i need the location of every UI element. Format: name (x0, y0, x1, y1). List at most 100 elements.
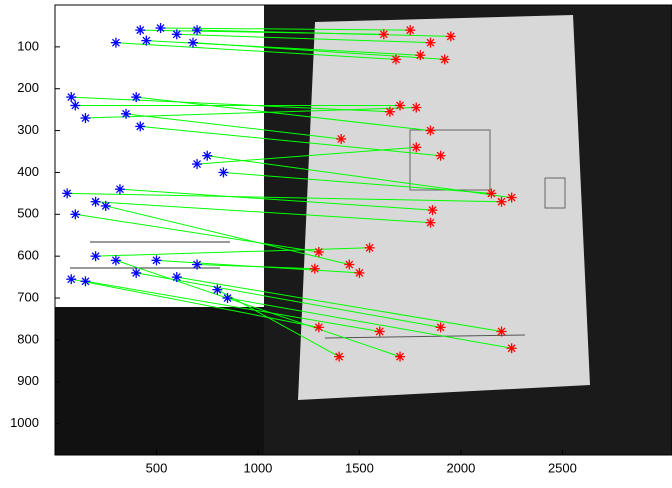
right-point (411, 142, 422, 153)
y-tick-label: 200 (17, 80, 39, 95)
star-stroke (426, 38, 435, 47)
x-tick-label: 2500 (548, 460, 577, 475)
left-point (66, 274, 77, 285)
left-point (141, 35, 152, 46)
left-point (70, 209, 81, 220)
left-point (171, 29, 182, 40)
right-point (427, 205, 438, 216)
left-point (202, 150, 213, 161)
star-stroke (365, 243, 374, 252)
star-stroke (101, 201, 110, 210)
match-line (140, 125, 441, 157)
star-stroke (193, 160, 202, 169)
match-line (176, 33, 431, 44)
right-point (425, 125, 436, 136)
right-point (496, 196, 507, 207)
star-stroke (436, 323, 445, 332)
left-point (171, 272, 182, 283)
star-stroke (335, 352, 344, 361)
star-stroke (67, 93, 76, 102)
match-line (115, 259, 401, 358)
star-stroke (172, 273, 181, 282)
left-point (100, 200, 111, 211)
match-line (115, 42, 397, 60)
star-stroke (507, 193, 516, 202)
star-stroke (436, 151, 445, 160)
star-stroke (406, 26, 415, 35)
star-stroke (203, 151, 212, 160)
match-line (217, 289, 340, 358)
star-stroke (81, 114, 90, 122)
left-point (218, 167, 229, 178)
star-stroke (337, 134, 346, 143)
left-point (90, 251, 101, 262)
left-point (192, 159, 203, 170)
star-stroke (497, 197, 506, 206)
right-point (344, 259, 355, 270)
match-line (105, 205, 350, 266)
y-tick-label: 700 (17, 289, 39, 304)
left-point (80, 113, 91, 124)
right-point (395, 100, 406, 111)
star-stroke (91, 252, 100, 261)
left-point (90, 196, 101, 207)
match-line (71, 278, 319, 328)
x-tick-label: 2000 (446, 460, 475, 475)
match-line (207, 155, 512, 199)
y-tick-label: 600 (17, 248, 39, 263)
right-point (405, 25, 416, 36)
star-stroke (136, 26, 145, 35)
y-tick-label: 800 (17, 331, 39, 346)
figure-line (324, 334, 526, 339)
star-stroke (219, 168, 228, 177)
left-point (222, 293, 233, 304)
right-point (425, 37, 436, 48)
right-point (374, 326, 385, 337)
y-tick-label: 400 (17, 164, 39, 179)
match-line (197, 146, 417, 165)
match-line (136, 272, 441, 328)
right-point (354, 267, 365, 278)
star-stroke (440, 55, 449, 64)
matches (62, 23, 517, 362)
left-point (155, 23, 166, 34)
match-line (197, 264, 315, 270)
star-stroke (189, 38, 197, 47)
left-point (110, 255, 121, 266)
star-stroke (375, 327, 384, 336)
right-point (364, 242, 375, 253)
right-point (390, 54, 401, 65)
figure-box (544, 177, 566, 209)
star-stroke (81, 277, 90, 286)
left-point (62, 188, 73, 199)
match-line (85, 107, 417, 119)
match-line (85, 280, 380, 333)
right-point (445, 31, 456, 42)
match-line (160, 27, 411, 31)
star-stroke (392, 55, 400, 64)
right-point (506, 192, 517, 203)
star-stroke (156, 24, 165, 32)
right-point (378, 29, 389, 40)
star-stroke (412, 143, 421, 152)
star-stroke (193, 26, 202, 35)
right-point (336, 133, 347, 144)
left-point (121, 108, 132, 119)
x-tick-label: 1500 (345, 460, 374, 475)
star-stroke (71, 101, 80, 110)
right-point (313, 322, 324, 333)
right-point (415, 50, 426, 61)
star-stroke (193, 260, 202, 269)
match-line (119, 188, 433, 211)
star-stroke (416, 51, 425, 60)
right-point (486, 188, 497, 199)
star-stroke (355, 268, 364, 277)
left-point (212, 284, 223, 295)
star-stroke (426, 126, 435, 135)
match-line (95, 201, 431, 224)
match-line (223, 171, 492, 194)
match-line (67, 192, 502, 203)
left-point (80, 276, 91, 287)
y-tick-label: 300 (17, 122, 39, 137)
